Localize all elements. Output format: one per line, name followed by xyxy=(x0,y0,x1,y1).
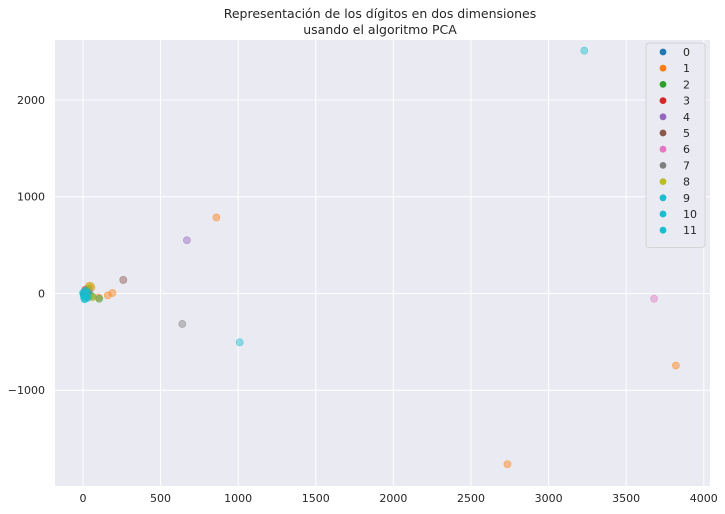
x-tick-label: 2000 xyxy=(379,492,407,505)
legend-marker-2 xyxy=(659,81,667,88)
point-digit-1 xyxy=(108,289,117,297)
legend-marker-9 xyxy=(659,194,667,202)
x-tick-label: 500 xyxy=(150,492,171,505)
x-tick-label: 3000 xyxy=(535,492,563,505)
legend-label-0: 0 xyxy=(683,46,690,59)
point-digit-8 xyxy=(86,281,95,290)
legend-marker-7 xyxy=(659,162,667,169)
legend-label-5: 5 xyxy=(683,127,690,140)
y-tick-label: 2000 xyxy=(17,94,45,107)
legend-label-10: 10 xyxy=(683,208,697,221)
x-tick-label: 3500 xyxy=(612,492,640,505)
point-digit-7 xyxy=(178,320,187,328)
legend-marker-3 xyxy=(659,97,667,104)
x-axis-ticks: 0 500 1000 1500 2000 2500 3000 3500 4000 xyxy=(79,492,717,505)
y-axis-ticks: −1000 0 1000 2000 xyxy=(8,94,45,397)
point-digit-2 xyxy=(95,294,104,303)
y-tick-label: −1000 xyxy=(8,384,45,397)
x-tick-label: 4000 xyxy=(690,492,718,505)
grid xyxy=(55,40,710,486)
x-tick-label: 1000 xyxy=(224,492,252,505)
legend-label-7: 7 xyxy=(683,159,690,172)
point-digit-9 xyxy=(235,338,244,347)
x-tick-label: 0 xyxy=(79,492,86,505)
legend-marker-0 xyxy=(659,48,667,56)
x-tick-label: 2500 xyxy=(457,492,485,505)
point-digit-4 xyxy=(183,236,191,245)
scatter-points xyxy=(79,46,680,469)
chart-title-line2: usando el algoritmo PCA xyxy=(303,22,457,37)
legend-label-6: 6 xyxy=(683,143,690,156)
legend-marker-4 xyxy=(659,113,667,121)
legend-marker-11 xyxy=(659,226,667,234)
chart-title-line1: Representación de los dígitos en dos dim… xyxy=(224,6,537,21)
x-tick-label: 1500 xyxy=(302,492,330,505)
y-tick-label: 0 xyxy=(38,287,45,300)
legend-marker-1 xyxy=(659,64,667,72)
plot-area xyxy=(55,40,710,486)
legend-label-2: 2 xyxy=(683,78,690,91)
y-tick-label: 1000 xyxy=(17,191,45,204)
point-digit-9 xyxy=(580,46,589,55)
legend-label-4: 4 xyxy=(683,111,690,124)
point-digit-6 xyxy=(650,294,659,303)
legend-label-11: 11 xyxy=(683,224,697,237)
point-digit-5 xyxy=(119,276,128,284)
legend-label-3: 3 xyxy=(683,95,690,108)
legend-label-1: 1 xyxy=(683,62,690,75)
point-digit-1 xyxy=(212,213,221,222)
point-digit-1 xyxy=(671,361,680,370)
legend-label-8: 8 xyxy=(683,176,690,189)
point-digit-1 xyxy=(503,460,512,469)
point-digit-11 xyxy=(80,294,89,303)
legend-marker-6 xyxy=(659,145,667,153)
legend-marker-10 xyxy=(659,210,667,218)
point-digit-1 xyxy=(103,291,112,300)
legend-label-9: 9 xyxy=(683,192,690,205)
legend-marker-5 xyxy=(659,129,667,137)
point-digit-11 xyxy=(81,286,90,295)
legend-marker-8 xyxy=(659,178,667,186)
legend: 0 1 2 3 4 5 6 7 8 9 10 11 xyxy=(645,42,706,248)
